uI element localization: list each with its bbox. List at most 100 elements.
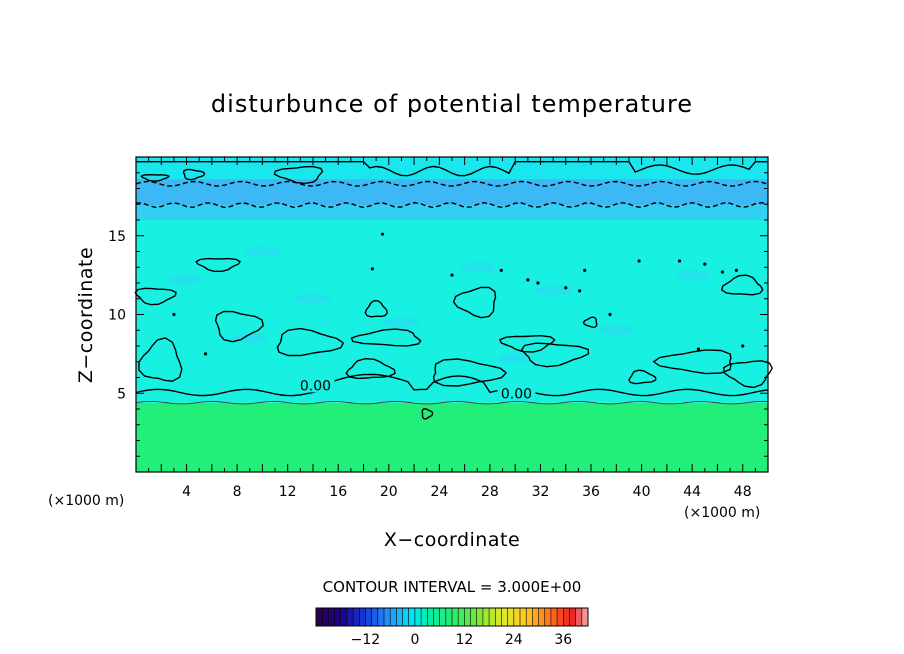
contour-interval-text: CONTOUR INTERVAL = 3.000E+00 <box>323 578 582 596</box>
colorbar-cell <box>365 608 372 626</box>
field-band <box>136 220 768 403</box>
x-tick-label: 20 <box>380 484 398 500</box>
colorbar-cell <box>526 608 533 626</box>
colorbar-cell <box>544 608 552 626</box>
colorbar-cell <box>346 608 354 626</box>
colorbar-cell <box>384 608 391 626</box>
colorbar-cell <box>353 608 360 626</box>
contour-speck <box>696 347 701 351</box>
x-axis-label: X−coordinate <box>384 529 520 551</box>
contour-speck <box>380 232 385 236</box>
colorbar-cell <box>495 608 502 626</box>
colorbar-cell <box>322 608 329 626</box>
contour-line <box>628 369 657 385</box>
field-patch <box>383 317 420 328</box>
contour-line <box>364 299 388 318</box>
contour-speck <box>677 259 682 263</box>
contour-speck <box>203 352 208 356</box>
x-tick-label: 40 <box>633 484 651 500</box>
x-tick-label: 24 <box>430 484 448 500</box>
contour-line <box>345 357 396 380</box>
colorbar-cell <box>408 608 416 626</box>
colorbar-cell <box>396 608 403 626</box>
colorbar-cell <box>359 608 366 626</box>
colorbar-cell <box>439 608 447 626</box>
contour-speck <box>564 286 568 290</box>
field-patch <box>598 325 635 336</box>
colorbar-cell <box>452 608 459 626</box>
contour-line <box>135 180 769 187</box>
x-tick-label: 8 <box>233 484 242 500</box>
field-band <box>136 157 768 180</box>
contour-speck <box>526 278 530 282</box>
colorbar-tick-label: 24 <box>505 632 523 648</box>
colorbar-cell <box>458 608 465 626</box>
field-patch <box>535 285 572 296</box>
colorbar-cell <box>445 608 453 626</box>
colorbar-cell <box>563 608 570 626</box>
x-axis: 4 8 12 16 20 24 28 32 36 40 44 48 <box>148 157 756 500</box>
colorbar-cell <box>427 608 434 626</box>
contour-line <box>134 287 177 306</box>
x-unit-left: (×1000 m) <box>48 493 124 509</box>
colorbar-cell <box>390 608 397 626</box>
field-patch <box>497 353 534 364</box>
colorbar-cell <box>316 608 323 626</box>
colorbar-cell <box>371 608 379 626</box>
colorbar: −12 0 12 24 36 <box>315 607 589 648</box>
contour-speck <box>741 344 745 348</box>
x-tick-label: 28 <box>481 484 499 500</box>
contour-line <box>452 286 497 319</box>
colorbar-cell <box>414 608 422 626</box>
y-axis: 5 10 15 <box>108 172 768 457</box>
colorbar-cell <box>433 608 440 626</box>
contour-line <box>273 165 324 185</box>
colorbar-cell <box>470 608 478 626</box>
contour-speck <box>536 281 540 285</box>
y-axis-label: Z−coordinate <box>75 247 97 383</box>
field-patch <box>294 293 331 304</box>
contour-speck <box>734 268 739 272</box>
contour-label: 0.00 <box>501 386 532 402</box>
field-patch <box>231 333 268 344</box>
contour-line <box>498 334 556 353</box>
contour-speck <box>608 312 612 317</box>
contour-line <box>652 349 732 375</box>
contour-line <box>195 257 242 272</box>
y-tick-label: 5 <box>117 386 126 402</box>
plot-area: 0.00 0.00 <box>134 156 773 473</box>
contour-line <box>182 168 206 181</box>
contour-line <box>140 173 170 182</box>
contour-line <box>276 327 345 357</box>
x-tick-label: 44 <box>683 484 701 500</box>
colorbar-cell <box>507 608 515 626</box>
contour-speck <box>578 289 582 293</box>
contour-line <box>135 373 769 397</box>
colorbar-cell <box>575 608 583 626</box>
colorbar-cell <box>550 608 558 626</box>
contour-speck <box>703 262 707 266</box>
colorbar-cell <box>464 608 471 626</box>
contour-line <box>421 408 434 420</box>
contour-line <box>432 358 507 387</box>
contour-speck <box>583 268 587 272</box>
colorbar-cell <box>557 608 564 626</box>
contour-line <box>350 328 422 347</box>
field-patch <box>244 246 281 257</box>
chart-title: disturbunce of potential temperature <box>211 90 693 118</box>
contour-label-bg <box>497 383 536 401</box>
contour-line <box>214 310 264 343</box>
colorbar-cell <box>340 608 348 626</box>
contour-line <box>135 201 769 209</box>
colorbar-cell <box>377 608 385 626</box>
colorbar-tick-label: 36 <box>554 632 572 648</box>
y-tick-label: 15 <box>108 229 126 245</box>
colorbar-cell <box>334 608 342 626</box>
colorbar-tick-label: 12 <box>455 632 473 648</box>
colorbar-cell <box>520 608 527 626</box>
x-unit-right: (×1000 m) <box>684 505 760 521</box>
contour-speck <box>172 312 176 317</box>
field-patch <box>459 262 496 273</box>
colorbar-cell <box>569 608 576 626</box>
